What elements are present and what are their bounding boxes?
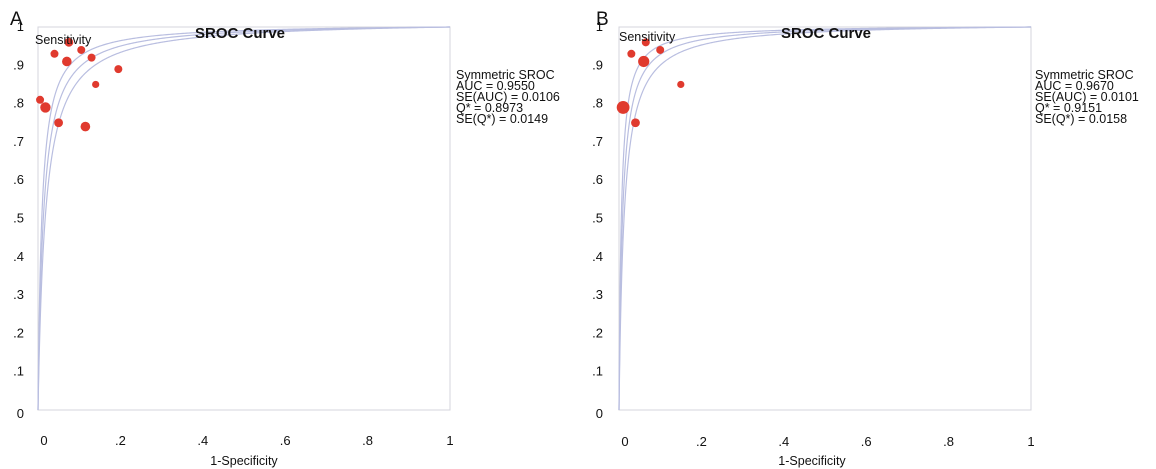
x-tick-label: 0: [40, 433, 47, 448]
stats-line: Symmetric SROC: [1035, 68, 1134, 82]
study-point: [631, 118, 640, 128]
y-tick-label: .6: [592, 172, 603, 187]
stats-line: Symmetric SROC: [456, 68, 555, 82]
sroc-curve: [37, 26, 451, 410]
y-tick-label: .7: [592, 134, 603, 149]
stats-line: AUC = 0.9550: [456, 79, 535, 93]
study-point: [80, 121, 91, 132]
x-axis-label: 1-Specificity: [778, 454, 846, 468]
y-tick-label: .6: [13, 172, 24, 187]
x-tick-label: .8: [943, 434, 954, 449]
y-tick-label: .3: [592, 287, 603, 302]
stats-line: SE(Q*) = 0.0149: [456, 112, 548, 126]
x-tick-label: .4: [197, 433, 208, 448]
y-tick-label: .3: [13, 287, 24, 302]
sroc-curve-ci: [37, 26, 451, 410]
study-point: [638, 55, 650, 68]
y-tick-label: 1: [17, 19, 24, 34]
study-point: [627, 49, 636, 58]
x-tick-label: .2: [115, 433, 126, 448]
plot-frame: [618, 26, 1032, 411]
y-tick-label: .4: [13, 249, 24, 264]
y-tick-label: .9: [13, 57, 24, 72]
y-tick-label: 0: [17, 406, 24, 421]
y-tick-label: .1: [592, 364, 603, 379]
x-tick-label: 1: [446, 433, 453, 448]
x-axis-label: 1-Specificity: [210, 454, 278, 468]
y-tick-label: .1: [13, 364, 24, 379]
chart-title: SROC Curve: [781, 25, 871, 42]
x-tick-label: .8: [362, 433, 373, 448]
y-tick-label: 0: [596, 406, 603, 421]
stats-line: SE(AUC) = 0.0106: [456, 90, 560, 104]
x-tick-label: .6: [861, 434, 872, 449]
x-tick-label: .6: [280, 433, 291, 448]
plot-frame: [37, 26, 451, 411]
study-point: [50, 49, 59, 58]
y-tick-label: .5: [13, 211, 24, 226]
y-tick-label: .8: [13, 96, 24, 111]
panel-label: B: [596, 9, 609, 30]
chart-title: SROC Curve: [195, 25, 285, 42]
x-tick-label: .4: [778, 434, 789, 449]
stats-line: SE(AUC) = 0.0101: [1035, 90, 1139, 104]
panel-label: A: [10, 9, 23, 30]
stats-line: Q* = 0.9151: [1035, 101, 1102, 115]
study-point: [92, 80, 100, 89]
study-point: [54, 118, 63, 128]
stats-line: SE(Q*) = 0.0158: [1035, 112, 1127, 126]
stats-line: Q* = 0.8973: [456, 101, 523, 115]
stats-line: AUC = 0.9670: [1035, 79, 1114, 93]
x-tick-label: 0: [621, 434, 628, 449]
x-tick-label: .2: [696, 434, 707, 449]
study-point: [40, 102, 51, 113]
study-point: [656, 45, 665, 54]
sroc-curve-ci: [618, 26, 1032, 410]
study-point: [62, 56, 72, 67]
study-point: [77, 45, 86, 54]
y-tick-label: .5: [592, 211, 603, 226]
sroc-panel-a: A SROC Curve Sensitivity 1-Specificity 0 .2 .4…: [10, 9, 560, 468]
study-point: [64, 37, 74, 47]
x-tick-label: 1: [1027, 434, 1034, 449]
y-tick-label: .7: [13, 134, 24, 149]
y-tick-label: .9: [592, 57, 603, 72]
y-tick-label: .2: [13, 325, 24, 340]
y-tick-label: .2: [592, 325, 603, 340]
study-point: [616, 101, 630, 114]
study-point: [87, 53, 96, 62]
sroc-panel-b: B SROC Curve Sensitivity 1-Specificity 0 .2 .4…: [592, 9, 1139, 468]
study-point: [677, 80, 685, 89]
study-point: [36, 95, 45, 104]
study-point: [641, 38, 650, 47]
y-tick-label: .8: [592, 96, 603, 111]
y-tick-label: 1: [596, 19, 603, 34]
sroc-curve-ci: [37, 26, 451, 410]
y-axis-label: Sensitivity: [619, 30, 676, 44]
study-point: [114, 65, 123, 74]
y-axis-label: Sensitivity: [35, 33, 92, 47]
y-tick-label: .4: [592, 249, 603, 264]
